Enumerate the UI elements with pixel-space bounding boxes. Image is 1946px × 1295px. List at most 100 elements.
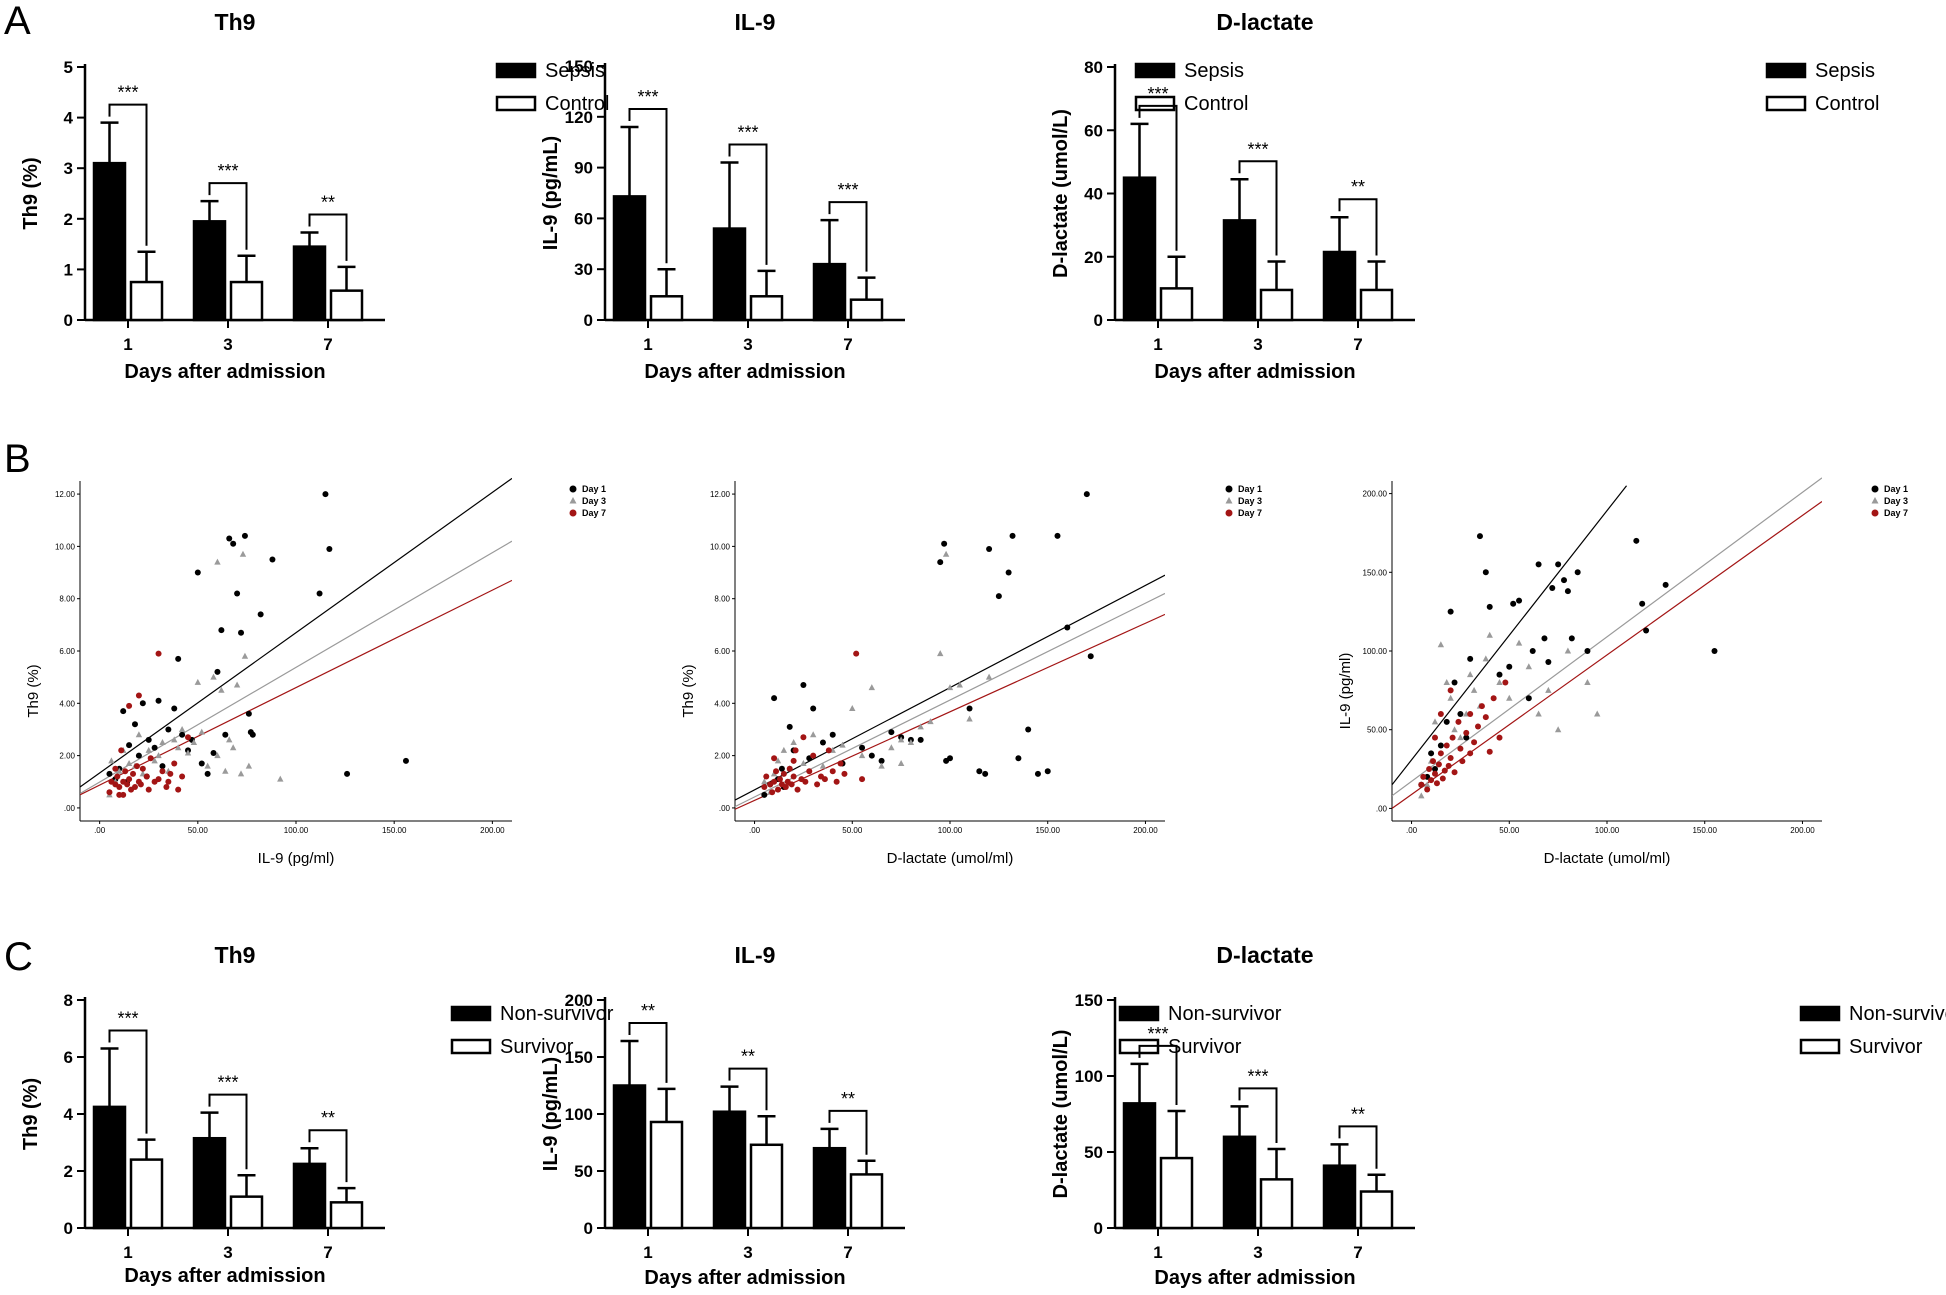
data-point xyxy=(982,770,989,777)
y-tick-label: 200 xyxy=(565,991,593,1010)
y-tick-label: 4.00 xyxy=(59,699,75,708)
data-point xyxy=(849,705,856,712)
data-point xyxy=(1486,603,1493,610)
data-point xyxy=(116,767,123,774)
y-tick-label: 6 xyxy=(64,1048,73,1067)
data-point xyxy=(810,705,817,712)
significance-label: ** xyxy=(321,192,335,212)
bar xyxy=(292,245,327,322)
data-point xyxy=(788,781,795,788)
bar xyxy=(1259,288,1294,322)
data-point xyxy=(946,684,954,691)
x-tick-label: 3 xyxy=(223,335,232,354)
data-point xyxy=(1433,780,1440,787)
data-point xyxy=(1455,718,1462,725)
x-tick-label: 7 xyxy=(1353,335,1362,354)
significance-label: *** xyxy=(117,1008,138,1028)
data-point xyxy=(198,728,205,735)
legend-swatch xyxy=(1799,1038,1841,1055)
x-tick-label: 7 xyxy=(323,335,332,354)
bar xyxy=(329,1201,364,1230)
bar xyxy=(229,280,264,322)
data-point xyxy=(1424,786,1431,793)
legend-label: Day 1 xyxy=(1238,484,1262,494)
legend-label: Survivor xyxy=(1168,1036,1242,1058)
y-axis-label: Th9 (%) xyxy=(20,1078,42,1150)
fit-lines xyxy=(80,477,512,796)
bar xyxy=(1259,1178,1294,1230)
y-tick-label: 30 xyxy=(574,260,593,279)
data-point xyxy=(780,770,787,777)
chart-title: D-lactate xyxy=(1216,942,1313,968)
data-point xyxy=(230,540,237,547)
data-point xyxy=(819,739,826,746)
data-point xyxy=(868,684,876,691)
data-point xyxy=(1529,648,1536,654)
legend-marker xyxy=(569,509,577,517)
data-point xyxy=(175,655,182,662)
x-tick-label: 1 xyxy=(643,335,652,354)
x-tick-label: 50.00 xyxy=(1499,826,1520,835)
y-axis-label: IL-9 (pg/mL) xyxy=(540,1057,562,1171)
x-tick-label: 200.00 xyxy=(480,826,505,835)
data-point xyxy=(794,786,801,793)
x-tick-label: 100.00 xyxy=(284,826,309,835)
bar xyxy=(1359,1190,1394,1230)
x-tick-label: 1 xyxy=(1153,1243,1162,1262)
data-point xyxy=(126,776,133,783)
significance-bracket xyxy=(208,182,248,250)
significance-bracket xyxy=(828,201,868,272)
data-point xyxy=(125,759,133,766)
data-point xyxy=(792,747,799,754)
data-point xyxy=(837,760,844,767)
data-point xyxy=(145,786,152,793)
data-point xyxy=(155,752,162,759)
data-point xyxy=(165,778,172,785)
significance-bracket xyxy=(728,143,768,265)
data-point xyxy=(1467,750,1474,757)
legend-marker xyxy=(1225,509,1233,517)
data-point xyxy=(139,700,146,707)
legend-swatch xyxy=(1799,1005,1841,1022)
y-tick-label: 4 xyxy=(64,109,74,128)
data-point xyxy=(1506,694,1513,701)
data-point xyxy=(1541,635,1548,642)
data-point xyxy=(1502,679,1509,686)
data-point xyxy=(947,755,953,762)
data-point xyxy=(1471,739,1478,746)
data-point xyxy=(269,556,276,563)
x-tick-label: 150.00 xyxy=(1035,826,1060,835)
bar xyxy=(749,295,784,322)
legend-swatch xyxy=(1118,1005,1160,1022)
data-point xyxy=(1451,769,1458,776)
data-point xyxy=(1482,714,1489,721)
data-point xyxy=(130,770,137,777)
data-point xyxy=(1428,777,1435,784)
data-point xyxy=(122,768,129,775)
y-tick-label: 150 xyxy=(565,1048,593,1067)
y-tick-label: 2.00 xyxy=(714,752,730,761)
data-point xyxy=(326,546,333,552)
data-point xyxy=(108,757,115,764)
y-tick-label: 10.00 xyxy=(55,542,76,551)
legend-label: Day 1 xyxy=(582,484,606,494)
x-axis-label: Days after admission xyxy=(1154,361,1355,383)
data-point xyxy=(1467,710,1474,717)
data-point xyxy=(868,752,875,759)
bar xyxy=(1322,250,1357,322)
data-point xyxy=(1496,734,1503,741)
data-point xyxy=(139,765,146,772)
data-point xyxy=(985,673,993,680)
x-tick-label: 100.00 xyxy=(938,826,963,835)
x-tick-label: 150.00 xyxy=(1692,826,1717,835)
data-point xyxy=(1437,710,1444,717)
data-point xyxy=(1432,734,1438,741)
x-tick-label: 7 xyxy=(843,335,852,354)
data-point xyxy=(878,757,885,764)
bar xyxy=(292,1162,327,1230)
data-point xyxy=(782,784,789,790)
data-point xyxy=(229,744,237,751)
y-tick-label: 100 xyxy=(1075,1067,1103,1086)
legend-marker xyxy=(1871,497,1879,504)
x-tick-label: 200.00 xyxy=(1133,826,1158,835)
